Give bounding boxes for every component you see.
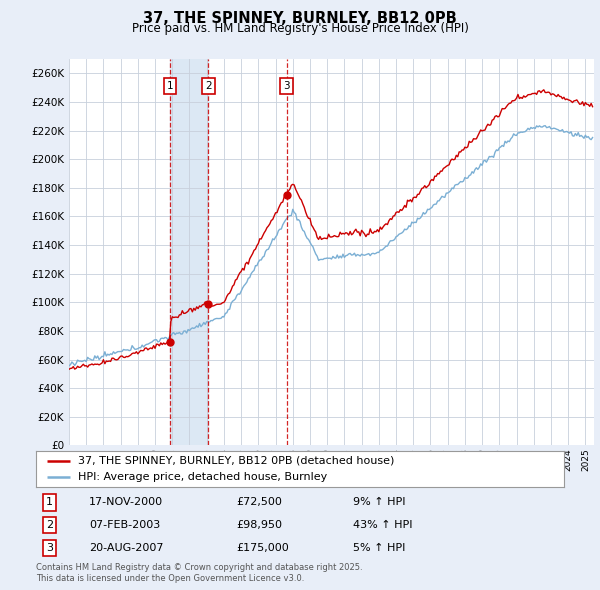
Text: £175,000: £175,000 [236, 543, 289, 553]
Text: 1: 1 [46, 497, 53, 507]
Text: £98,950: £98,950 [236, 520, 283, 530]
Text: 2: 2 [46, 520, 53, 530]
Text: 37, THE SPINNEY, BURNLEY, BB12 0PB: 37, THE SPINNEY, BURNLEY, BB12 0PB [143, 11, 457, 25]
Text: 3: 3 [283, 81, 290, 91]
Text: 07-FEB-2003: 07-FEB-2003 [89, 520, 160, 530]
Text: 43% ↑ HPI: 43% ↑ HPI [353, 520, 412, 530]
Text: 20-AUG-2007: 20-AUG-2007 [89, 543, 163, 553]
Text: Contains HM Land Registry data © Crown copyright and database right 2025.
This d: Contains HM Land Registry data © Crown c… [36, 563, 362, 583]
Text: £72,500: £72,500 [236, 497, 283, 507]
Text: 3: 3 [46, 543, 53, 553]
Bar [170, 59, 208, 445]
Text: 17-NOV-2000: 17-NOV-2000 [89, 497, 163, 507]
Text: 2: 2 [205, 81, 212, 91]
Text: HPI: Average price, detached house, Burnley: HPI: Average price, detached house, Burn… [78, 472, 328, 482]
Text: 9% ↑ HPI: 9% ↑ HPI [353, 497, 406, 507]
Text: 5% ↑ HPI: 5% ↑ HPI [353, 543, 405, 553]
Text: Price paid vs. HM Land Registry's House Price Index (HPI): Price paid vs. HM Land Registry's House … [131, 22, 469, 35]
Text: 37, THE SPINNEY, BURNLEY, BB12 0PB (detached house): 37, THE SPINNEY, BURNLEY, BB12 0PB (deta… [78, 456, 395, 466]
Text: 1: 1 [167, 81, 173, 91]
